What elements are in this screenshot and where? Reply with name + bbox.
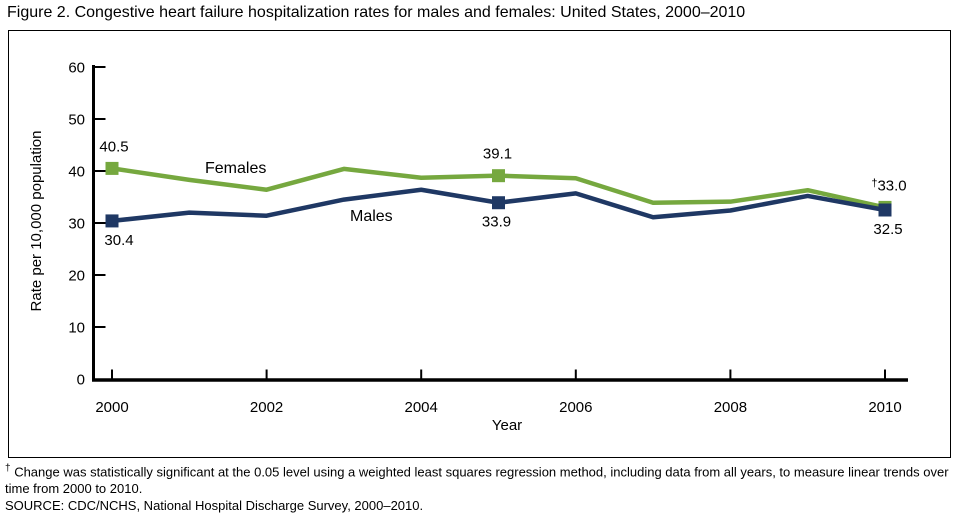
source-note: SOURCE: CDC/NCHS, National Hospital Disc… — [5, 498, 424, 514]
y-tick-label-60: 60 — [68, 60, 85, 77]
males-marker-2010 — [878, 203, 892, 217]
x-tick-label-2010: 2010 — [868, 399, 901, 416]
males-marker-2000 — [105, 214, 119, 228]
data-label-males-2005: 33.9 — [482, 214, 511, 231]
data-label-males-2000: 30.4 — [104, 232, 133, 249]
males-marker-2005 — [492, 196, 505, 210]
chart-frame: 0 10 20 30 40 50 60 2000 2002 2004 2006 2008 2010 Yea… — [8, 30, 951, 458]
x-tick-label-2004: 2004 — [405, 399, 438, 416]
x-tick-label-2002: 2002 — [250, 399, 283, 416]
data-label-females-2000: 40.5 — [99, 138, 128, 155]
legend-label-females: Females — [205, 160, 266, 177]
line-chart: 0 10 20 30 40 50 60 2000 2002 2004 2006 2008 2010 Yea… — [28, 60, 908, 434]
females-marker-2005 — [492, 169, 505, 183]
y-axis-title: Rate per 10,000 population — [28, 131, 45, 312]
females-marker-2000 — [105, 161, 119, 175]
y-tick-label-50: 50 — [68, 112, 85, 129]
legend-label-males: Males — [350, 208, 393, 225]
dagger-symbol: † — [5, 463, 11, 474]
y-tick-label-40: 40 — [68, 164, 85, 181]
data-label-females-2010: †33.0 — [871, 177, 906, 194]
y-tick-label-30: 30 — [68, 216, 85, 233]
chart-notes: † Change was statistically significant a… — [5, 460, 952, 514]
x-tick-label-2000: 2000 — [95, 399, 128, 416]
footnote-significance: † Change was statistically significant a… — [5, 460, 952, 497]
figure-title: Figure 2. Congestive heart failure hospi… — [7, 4, 746, 21]
y-tick-label-0: 0 — [77, 372, 85, 389]
data-label-males-2010: 32.5 — [873, 221, 902, 238]
x-axis-title: Year — [492, 417, 522, 434]
footnote-text: Change was statistically significant at … — [5, 464, 949, 497]
x-tick-label-2006: 2006 — [559, 399, 592, 416]
y-tick-label-10: 10 — [68, 320, 85, 337]
y-tick-label-20: 20 — [68, 268, 85, 285]
x-tick-label-2008: 2008 — [714, 399, 747, 416]
data-label-females-2005: 39.1 — [483, 146, 512, 163]
